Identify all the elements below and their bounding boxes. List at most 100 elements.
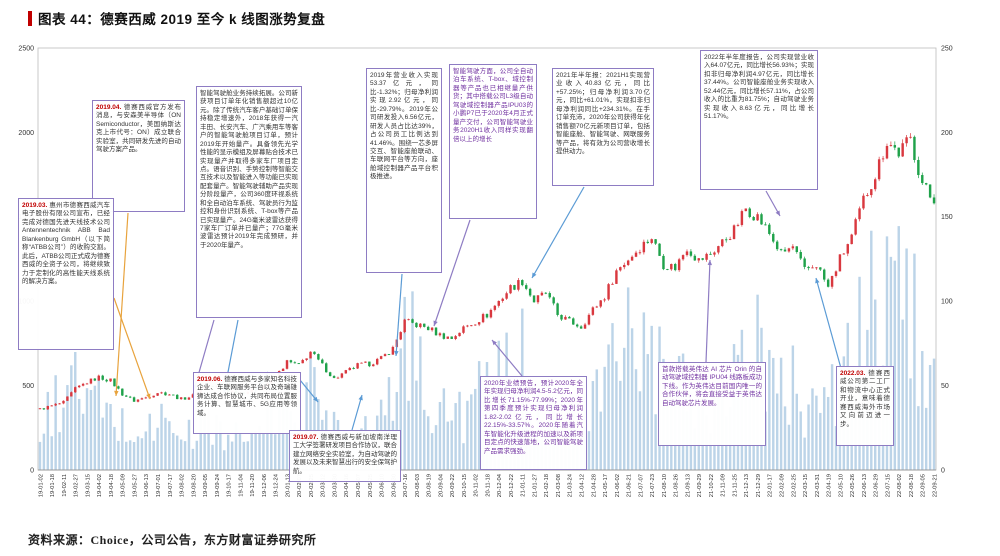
svg-text:22-04-19: 22-04-19 [827,474,833,497]
svg-text:19-07-17: 19-07-17 [168,474,174,497]
svg-text:21-04-28: 21-04-28 [591,474,597,497]
svg-text:20-11-02: 20-11-02 [474,474,480,497]
svg-text:20-10-15: 20-10-15 [462,474,468,497]
svg-text:22-05-10: 22-05-10 [838,474,844,497]
svg-text:22-02-25: 22-02-25 [791,474,797,497]
svg-text:1500: 1500 [18,214,34,221]
candlesticks [38,133,936,410]
svg-text:19-02-27: 19-02-27 [74,474,80,497]
svg-text:19-12-06: 19-12-06 [262,474,268,497]
svg-text:200: 200 [941,130,953,137]
svg-text:250: 250 [941,45,953,52]
svg-text:20-02-25: 20-02-25 [309,474,315,497]
svg-text:20-05-07: 20-05-07 [356,474,362,497]
title-accent-bar [28,10,32,26]
svg-text:19-01-18: 19-01-18 [50,474,56,497]
svg-text:22-08-18: 22-08-18 [909,474,915,497]
svg-text:150: 150 [941,214,953,221]
svg-text:500: 500 [22,383,34,390]
svg-text:19-11-04: 19-11-04 [238,473,244,497]
svg-text:19-06-13: 19-06-13 [144,474,150,497]
svg-text:19-11-20: 19-11-20 [250,474,256,497]
svg-text:0: 0 [30,467,34,474]
y-axis-right-labels: 0 50 100 150 200 250 [941,45,953,474]
figure-title-row: 图表 44：德赛西威 2019 至今 k 线图涨势复盘 [28,8,325,28]
svg-text:21-06-02: 21-06-02 [615,474,621,497]
svg-text:19-03-15: 19-03-15 [85,474,91,497]
svg-text:20-12-04: 20-12-04 [497,473,503,497]
svg-text:19-05-27: 19-05-27 [133,474,139,497]
svg-text:19-12-24: 19-12-24 [274,473,280,497]
svg-text:19-04-18: 19-04-18 [109,474,115,497]
svg-text:21-03-08: 21-03-08 [556,474,562,497]
svg-text:22-08-02: 22-08-02 [897,474,903,497]
svg-text:22-09-21: 22-09-21 [932,474,938,497]
svg-text:21-05-17: 21-05-17 [603,474,609,497]
svg-text:20-07-16: 20-07-16 [403,474,409,497]
svg-text:19-07-01: 19-07-01 [156,474,162,497]
svg-text:1000: 1000 [18,299,34,306]
svg-text:20-08-19: 20-08-19 [427,474,433,497]
svg-text:20-03-12: 20-03-12 [321,474,327,497]
svg-text:20-08-03: 20-08-03 [415,474,421,497]
svg-text:20-11-18: 20-11-18 [485,474,491,497]
svg-text:19-10-17: 19-10-17 [227,474,233,497]
svg-text:19-08-02: 19-08-02 [180,474,186,497]
svg-text:22-06-29: 22-06-29 [874,474,880,497]
svg-text:20-06-30: 20-06-30 [391,474,397,497]
svg-text:20-03-30: 20-03-30 [333,474,339,497]
svg-text:20-09-04: 20-09-04 [438,473,444,497]
svg-text:19-09-24: 19-09-24 [215,473,221,497]
svg-text:21-03-24: 21-03-24 [568,473,574,497]
svg-text:21-04-12: 21-04-12 [580,474,586,497]
svg-text:22-09-05: 22-09-05 [921,474,927,497]
svg-text:19-02-11: 19-02-11 [62,474,68,497]
svg-text:100: 100 [941,299,953,306]
svg-text:21-10-22: 21-10-22 [709,474,715,497]
svg-text:20-12-22: 20-12-22 [509,474,515,497]
svg-text:21-11-09: 21-11-09 [721,474,727,497]
y-axis-left-labels: 0 500 1000 1500 2000 2500 [18,45,34,474]
svg-text:20-04-16: 20-04-16 [344,474,350,497]
svg-text:21-11-25: 21-11-25 [732,474,738,497]
svg-text:19-05-09: 19-05-09 [121,474,127,497]
svg-text:22-06-13: 22-06-13 [862,474,868,497]
svg-text:20-09-22: 20-09-22 [450,474,456,497]
volume-bars [38,226,936,470]
svg-text:50: 50 [941,383,949,390]
svg-text:21-01-11: 21-01-11 [521,474,527,497]
svg-text:21-12-13: 21-12-13 [744,474,750,497]
svg-text:2000: 2000 [18,130,34,137]
source-note: 资料来源：Choice，公司公告，东方财富证券研究所 [28,533,317,547]
svg-text:20-06-10: 20-06-10 [380,474,386,497]
svg-text:21-09-29: 21-09-29 [697,474,703,497]
svg-text:22-02-09: 22-02-09 [780,474,786,497]
svg-text:22-03-15: 22-03-15 [803,474,809,497]
svg-text:20-01-13: 20-01-13 [285,474,291,497]
svg-text:21-01-27: 21-01-27 [533,474,539,497]
svg-text:22-01-17: 22-01-17 [768,474,774,497]
svg-text:19-09-05: 19-09-05 [203,474,209,497]
svg-text:21-07-23: 21-07-23 [650,474,656,497]
svg-text:22-05-26: 22-05-26 [850,474,856,497]
svg-text:22-07-15: 22-07-15 [885,474,891,497]
svg-text:19-04-02: 19-04-02 [97,474,103,497]
svg-text:21-06-21: 21-06-21 [627,474,633,497]
figure-title: 图表 44：德赛西威 2019 至今 k 线图涨势复盘 [38,12,326,27]
svg-text:21-02-18: 21-02-18 [544,474,550,497]
svg-text:21-07-07: 21-07-07 [638,474,644,497]
svg-text:19-01-02: 19-01-02 [38,474,44,497]
svg-text:20-02-07: 20-02-07 [297,474,303,497]
svg-text:21-09-13: 21-09-13 [685,474,691,497]
svg-text:0: 0 [941,467,945,474]
svg-text:19-08-20: 19-08-20 [191,474,197,497]
x-axis-labels: 19-01-02 19-01-18 19-02-11 19-02-27 19-03-15… [38,473,938,497]
svg-text:2500: 2500 [18,45,34,52]
svg-text:21-08-10: 21-08-10 [662,474,668,497]
svg-text:20-05-25: 20-05-25 [368,474,374,497]
svg-text:21-08-26: 21-08-26 [674,474,680,497]
svg-text:22-03-31: 22-03-31 [815,474,821,497]
svg-text:21-12-29: 21-12-29 [756,474,762,497]
